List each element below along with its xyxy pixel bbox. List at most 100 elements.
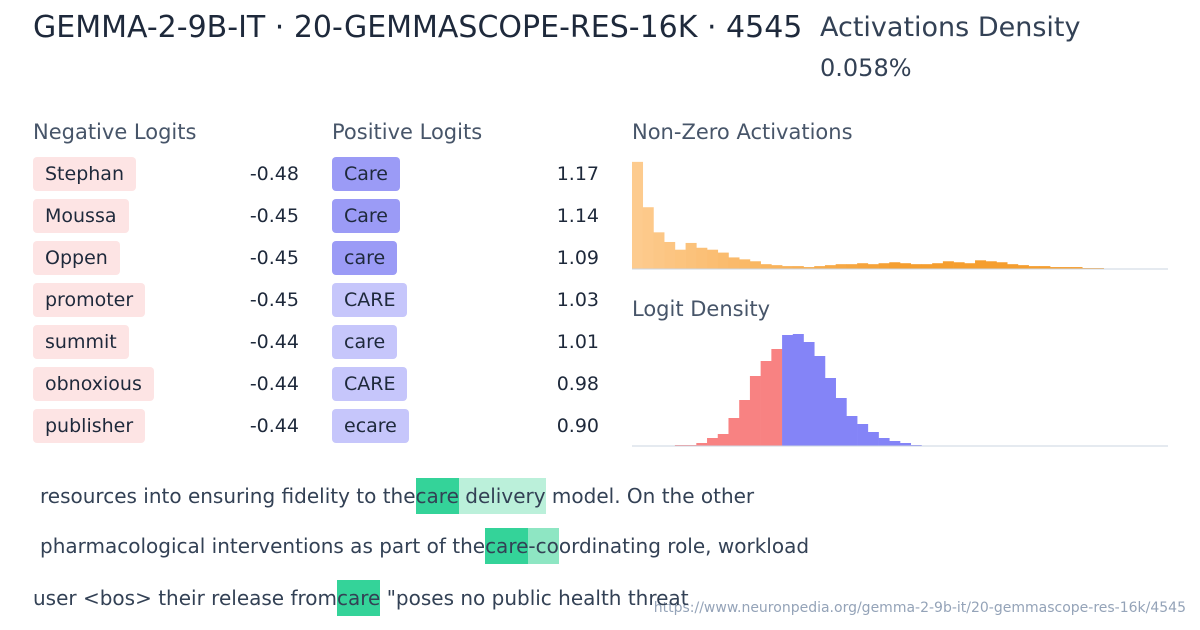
histogram-bar: [1007, 264, 1019, 269]
density-label: Activations Density: [820, 12, 1081, 43]
highlighted-token: care: [485, 528, 529, 564]
logit-value: 0.98: [556, 373, 599, 395]
logit-value: -0.45: [249, 205, 299, 227]
logit-value: 1.03: [556, 289, 599, 311]
logit-value: -0.45: [249, 247, 299, 269]
histogram-bar: [739, 400, 751, 446]
histogram-bar: [760, 361, 772, 446]
token: pharmacological interventions as part of…: [40, 534, 486, 558]
histogram-bar: [889, 262, 901, 269]
logit-value: 0.90: [556, 415, 599, 437]
histogram-bar: [1039, 266, 1051, 269]
histogram-bar: [685, 242, 697, 269]
histogram-bar: [664, 241, 676, 269]
logit-value: -0.45: [249, 289, 299, 311]
logit-value: 1.14: [556, 205, 599, 227]
histogram-bar: [782, 335, 794, 446]
logit-value: 1.09: [556, 247, 599, 269]
histogram-bar: [835, 398, 847, 446]
token-pill: Moussa: [33, 199, 129, 233]
histogram-bar: [642, 207, 654, 269]
token: On the other: [620, 484, 755, 508]
histogram-bar: [739, 259, 751, 269]
histogram-bar: [1060, 267, 1072, 269]
histogram-bar: [857, 263, 869, 269]
token-pill: CARE: [332, 283, 408, 317]
activations-chart: [632, 161, 1168, 270]
histogram-bar: [632, 161, 644, 269]
histogram-bar: [1050, 267, 1062, 269]
histogram-bar: [975, 260, 987, 269]
token: role, workload: [660, 534, 810, 558]
histogram-bar: [1071, 267, 1083, 269]
example-row: user <bos> their release from care "poses…: [33, 578, 689, 618]
histogram-bar: [717, 252, 729, 269]
histogram-bar: [953, 262, 965, 269]
histogram-bar: [824, 378, 836, 446]
histogram-bar: [760, 264, 772, 269]
histogram-bar: [996, 262, 1008, 269]
logit-value: 1.17: [556, 163, 599, 185]
token-pill: summit: [33, 325, 129, 359]
highlighted-token: care: [415, 478, 459, 514]
histogram-bar: [878, 438, 890, 446]
highlighted-token: care: [337, 580, 381, 616]
histogram-bar: [846, 264, 858, 269]
token-pill: CARE: [332, 367, 408, 401]
logit-value: -0.44: [249, 373, 299, 395]
token: ordinating: [558, 534, 661, 558]
token: model: [545, 484, 615, 508]
histogram-bar: [771, 265, 783, 269]
example-row: pharmacological interventions as part of…: [40, 526, 809, 566]
histogram-bar: [1028, 266, 1040, 269]
histogram-bar: [942, 261, 954, 269]
histogram-bar: [846, 416, 858, 446]
histogram-bar: [910, 264, 922, 269]
histogram-bar: [803, 342, 815, 446]
logit-value: -0.44: [249, 331, 299, 353]
histogram-bar: [707, 438, 719, 446]
positive-heading: Positive Logits: [332, 120, 483, 144]
histogram-bar: [867, 264, 879, 269]
negative-heading: Negative Logits: [33, 120, 197, 144]
histogram-bar: [889, 441, 901, 446]
histogram-bar: [782, 266, 794, 269]
logit-density-chart: [632, 334, 1168, 447]
token-pill: ecare: [332, 409, 409, 443]
url: https://www.neuronpedia.org/gemma-2-9b-i…: [653, 600, 1186, 616]
histogram-bar: [900, 443, 912, 446]
token-pill: Oppen: [33, 241, 120, 275]
logit-value: -0.44: [249, 415, 299, 437]
token-pill: publisher: [33, 409, 146, 443]
histogram-bar: [878, 263, 890, 269]
token-pill: care: [332, 325, 398, 359]
token: their release from: [151, 586, 338, 610]
histogram-bar: [814, 356, 826, 446]
logit-value: 1.01: [556, 331, 599, 353]
histogram-bar: [749, 261, 761, 269]
logit-density-title: Logit Density: [632, 297, 771, 321]
histogram-bar: [707, 249, 719, 269]
histogram-bar: [985, 261, 997, 269]
token-pill: obnoxious: [33, 367, 154, 401]
histogram-bar: [728, 418, 740, 446]
token: no public health threat: [454, 586, 689, 610]
token-pill: Care: [332, 157, 400, 191]
activations-title: Non-Zero Activations: [632, 120, 853, 144]
histogram-bar: [749, 376, 761, 446]
histogram-bar: [921, 264, 933, 269]
histogram-bar: [1017, 265, 1029, 269]
example-row: resources into ensuring fidelity to the c…: [40, 476, 754, 516]
token-pill: Care: [332, 199, 400, 233]
histogram-bar: [867, 432, 879, 446]
histogram-bar: [835, 264, 847, 269]
histogram-bar: [653, 232, 665, 269]
histogram-bar: [803, 267, 815, 269]
token-pill: promoter: [33, 283, 146, 317]
logit-value: -0.48: [249, 163, 299, 185]
histogram-bar: [771, 349, 783, 446]
highlighted-token: -co: [528, 528, 559, 564]
histogram-bar: [857, 424, 869, 446]
histogram-bar: [696, 247, 708, 269]
